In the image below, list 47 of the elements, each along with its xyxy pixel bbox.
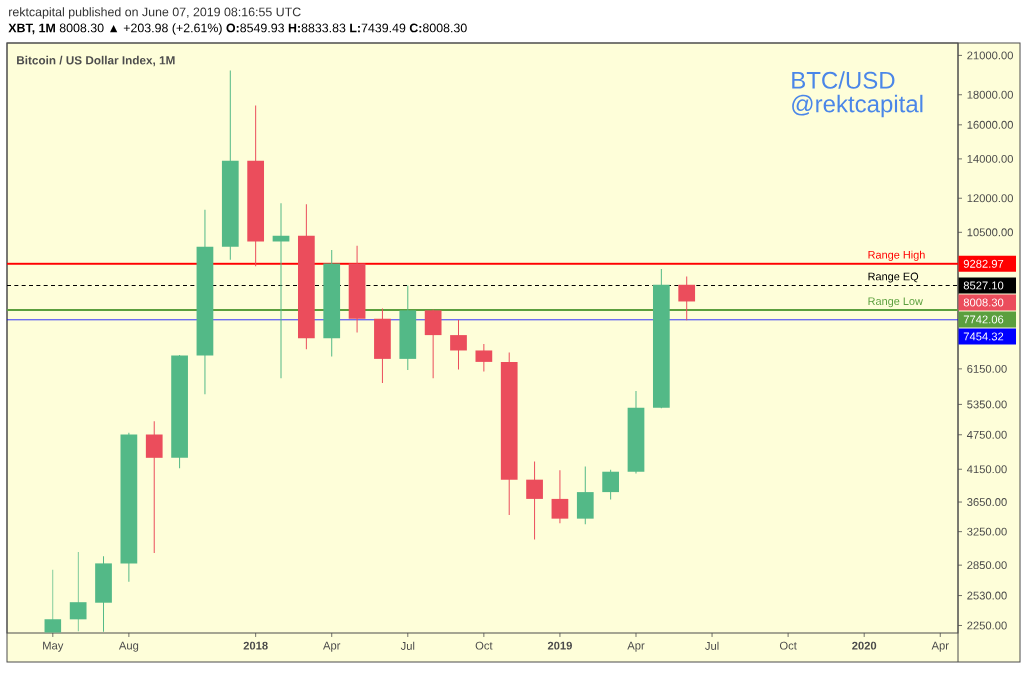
annotation: @rektcapital — [792, 94, 923, 118]
text: 9282.97 — [963, 259, 1004, 268]
y-tick-label: 12000.00 — [967, 194, 1013, 203]
x-tick-label: 2019 — [547, 641, 572, 650]
candlestick — [602, 469, 619, 501]
text: Bitcoin / US Dollar Index, 1M — [17, 55, 175, 67]
text: XBT, 1M 8008.30 ▲ +203.98 (+2.61%) O:8549.93 H:8833.83 L:7439.49 C:8008.30 — [8, 23, 467, 35]
y-tick-label: 4150.00 — [966, 465, 1007, 474]
candlestick — [450, 319, 467, 370]
ref-line-label: Range High — [868, 250, 925, 261]
text: rektcapital published on June 07, 2019 08:16:55 UTC — [9, 7, 301, 19]
text: 8008.30 — [963, 298, 1004, 307]
y-tick-label: 10500.00 — [967, 228, 1013, 237]
ref-line-label: Range EQ — [868, 272, 919, 283]
y-tick-label: 4750.00 — [966, 430, 1007, 439]
x-tick-label: Jul — [705, 641, 719, 650]
x-tick-label: Aug — [118, 641, 139, 652]
x-tick-label: Apr — [323, 641, 341, 652]
annotation: BTC/USD — [792, 71, 895, 89]
x-tick-label: Oct — [475, 641, 493, 650]
y-tick-label: 3250.00 — [967, 527, 1007, 536]
candlestick — [145, 420, 163, 554]
candlestick — [551, 469, 569, 524]
x-tick-label: 2018 — [243, 641, 268, 650]
y-tick-label: 16000.00 — [967, 120, 1013, 129]
x-tick-label: Apr — [931, 641, 949, 652]
text: 7454.32 — [963, 332, 1004, 341]
candlestick — [526, 460, 543, 541]
candlestick — [475, 343, 493, 373]
y-tick-label: 14000.00 — [967, 154, 1013, 163]
x-tick-label: Oct — [779, 641, 797, 650]
candlestick — [678, 275, 696, 321]
ref-line-label: Range Low — [868, 297, 923, 308]
y-tick-label: 2850.00 — [967, 561, 1007, 570]
y-tick-label: 21000.00 — [967, 51, 1013, 60]
x-tick-label: 2020 — [852, 641, 877, 650]
y-tick-label: 5350.00 — [967, 400, 1007, 409]
y-tick-label: 18000.00 — [967, 90, 1013, 99]
y-tick-label: 2530.00 — [967, 591, 1007, 600]
x-tick-label: May — [43, 641, 64, 652]
y-tick-label: 6150.00 — [967, 364, 1007, 373]
x-tick-label: Jul — [400, 641, 415, 650]
text: 7742.06 — [963, 315, 1004, 324]
y-tick-label: 2250.00 — [967, 621, 1007, 630]
text: 8527.10 — [963, 281, 1004, 290]
y-tick-label: 3650.00 — [967, 498, 1007, 507]
x-tick-label: Apr — [627, 641, 645, 652]
